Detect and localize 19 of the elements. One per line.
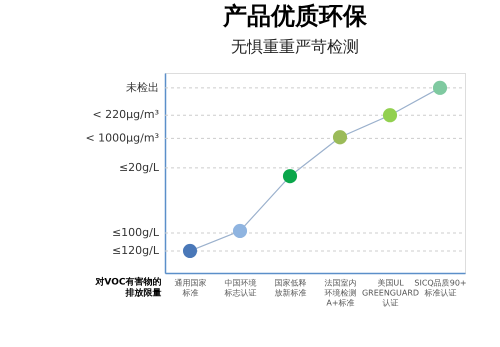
point [282,169,298,184]
ref-line-label: < 220μg/m³ [92,108,159,122]
point [332,130,348,144]
point [382,108,398,122]
x-tick-label: 中国环境标志认证 [224,278,256,298]
point [232,224,248,238]
ref-line-label: 未检出 [126,80,159,94]
x-tick-label: 国家低释放新标准 [274,278,306,298]
chart-subtitle: 无惧重重严苛检测 [231,37,359,56]
ref-line-label: < 1000μg/m³ [85,131,159,144]
point [182,244,198,258]
x-tick-label: 通用国家标准 [174,278,206,298]
ref-line-label: ≤100g/L [112,226,160,239]
chart-title: 产品优质环保 [222,2,368,30]
point [432,80,448,95]
ref-line-label: ≤20g/L [118,160,160,174]
x-tick-label: 法国室内环境检测A+标准 [324,278,356,308]
ref-line-label: ≤120g/L [112,244,160,257]
y-axis-title: 对VOC有害物的排放限量 [94,276,162,298]
